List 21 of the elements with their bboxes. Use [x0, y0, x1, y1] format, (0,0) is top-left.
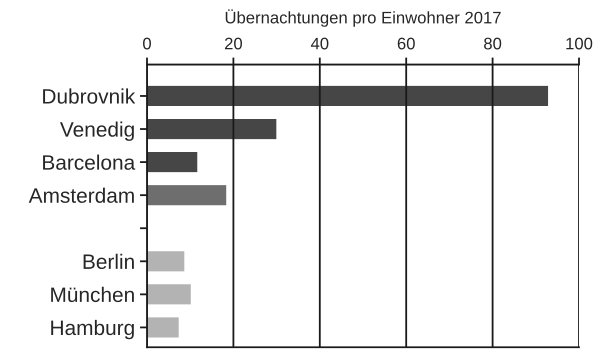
x-tick-label: 0 [143, 38, 151, 50]
y-tick-label: Amsterdam [28, 188, 134, 203]
bar [147, 150, 199, 174]
x-axis-title: Übernachtungen pro Einwohner 2017 [226, 9, 501, 27]
y-tick-label: Venedig [60, 121, 134, 141]
x-tick-label: 20 [224, 38, 242, 50]
y-tick-label: Barcelona [43, 154, 136, 170]
bar [147, 118, 278, 140]
bar [147, 250, 186, 273]
bar [147, 316, 180, 339]
x-tick-label: 100 [566, 38, 592, 50]
bar [147, 84, 550, 108]
x-tick-label: 60 [398, 38, 415, 50]
y-tick-label: Hamburg [51, 320, 134, 340]
y-tick-label: Dubrovnik [43, 88, 136, 104]
bar [147, 282, 192, 306]
y-tick-label: München [51, 286, 134, 302]
x-tick-label: 80 [484, 38, 502, 50]
x-tick-label: 40 [310, 38, 328, 50]
bar [147, 184, 228, 207]
y-tick-label: Berlin [84, 254, 134, 270]
